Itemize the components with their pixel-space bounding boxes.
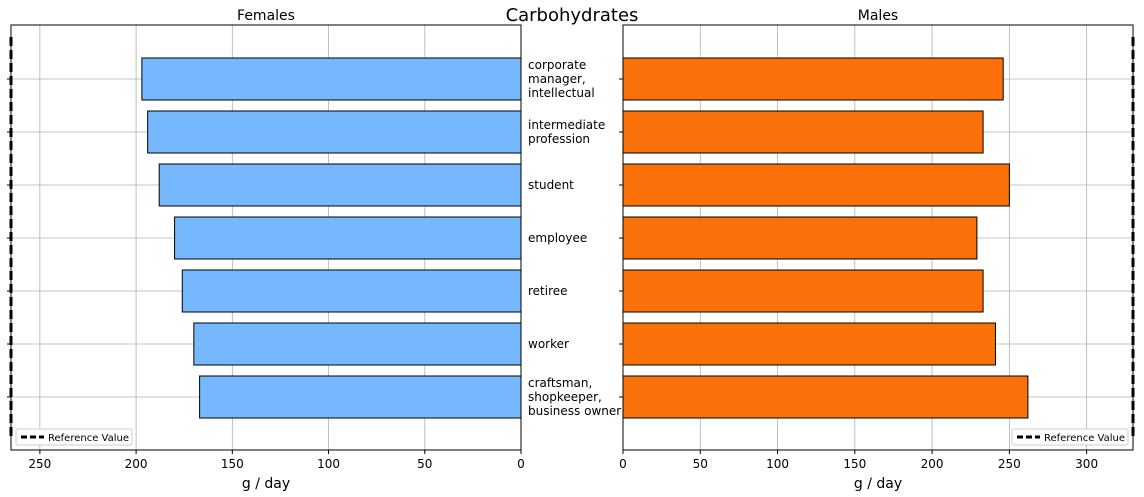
category-label: worker <box>528 337 569 351</box>
females-bar <box>199 375 522 419</box>
females-panel-title: Females <box>237 8 295 24</box>
category-label-line: employee <box>528 231 587 245</box>
males-x-tick-label: 150 <box>843 457 866 471</box>
females-bar <box>181 269 522 313</box>
category-label: craftsman, shopkeeper, business owner <box>528 376 621 418</box>
category-labels: corporate manager, intellectual intermediat… <box>528 58 621 418</box>
category-label-line: worker <box>528 337 569 351</box>
females-x-tick-label: 150 <box>221 457 244 471</box>
females-x-tick-label: 0 <box>517 457 525 471</box>
females-legend: Reference Value <box>15 428 133 446</box>
category-label-line: intermediate <box>528 118 605 132</box>
category-label-line: shopkeeper, <box>528 390 602 404</box>
females-x-tick-label: 50 <box>417 457 432 471</box>
females-bar <box>174 216 522 260</box>
males-legend-box <box>1011 428 1129 446</box>
category-label: retiree <box>528 284 568 298</box>
females-bar <box>193 322 522 366</box>
chart-title: Carbohydrates <box>506 5 639 26</box>
males-legend: Reference Value <box>1011 428 1129 446</box>
females-x-tick-label: 100 <box>317 457 340 471</box>
males-x-tick-label: 100 <box>766 457 789 471</box>
females-bar <box>147 110 522 154</box>
category-label-line: retiree <box>528 284 568 298</box>
category-label-line: student <box>528 178 574 192</box>
females-bar <box>158 163 522 207</box>
category-label-line: business owner <box>528 404 621 418</box>
females-x-tick-label: 250 <box>28 457 51 471</box>
males-panel-title: Males <box>858 8 898 24</box>
females-legend-box <box>15 428 133 446</box>
males-x-tick-label: 50 <box>693 457 708 471</box>
males-bar <box>622 57 1004 101</box>
males-bar <box>622 110 984 154</box>
males-legend-label: Reference Value <box>1044 433 1125 444</box>
category-label: intermediate profession <box>528 118 605 146</box>
males-x-tick-label: 300 <box>1075 457 1098 471</box>
males-x-tick-label: 250 <box>998 457 1021 471</box>
category-label: corporate manager, intellectual <box>528 58 595 100</box>
category-label-line: intellectual <box>528 86 595 100</box>
males-bar <box>622 216 978 260</box>
males-panel: 0 50 100 150 200 250 300 Reference Value <box>619 24 1135 471</box>
females-bar <box>141 57 522 101</box>
males-bar <box>622 375 1029 419</box>
females-x-axis-label: g / day <box>242 476 290 492</box>
category-label: student <box>528 178 574 192</box>
males-bar <box>622 269 984 313</box>
category-label: employee <box>528 231 587 245</box>
males-bar <box>622 322 996 366</box>
females-legend-label: Reference Value <box>48 433 129 444</box>
males-x-tick-label: 0 <box>619 457 627 471</box>
females-panel: 0 50 100 150 200 250 Reference Value <box>7 24 525 471</box>
females-x-tick-label: 200 <box>125 457 148 471</box>
males-bar <box>622 163 1010 207</box>
category-label-line: manager, <box>528 72 586 86</box>
category-label-line: corporate <box>528 58 586 72</box>
category-label-line: craftsman, <box>528 376 592 390</box>
males-x-tick-label: 200 <box>921 457 944 471</box>
category-label-line: profession <box>528 132 590 146</box>
males-x-axis-label: g / day <box>854 476 902 492</box>
